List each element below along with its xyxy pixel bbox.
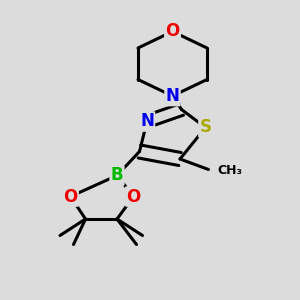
Text: CH₃: CH₃ xyxy=(218,164,242,178)
Text: O: O xyxy=(165,22,180,40)
Text: B: B xyxy=(111,167,123,184)
Text: S: S xyxy=(200,118,211,136)
Text: O: O xyxy=(126,188,141,206)
Text: O: O xyxy=(63,188,78,206)
Text: N: N xyxy=(140,112,154,130)
Text: N: N xyxy=(166,87,179,105)
